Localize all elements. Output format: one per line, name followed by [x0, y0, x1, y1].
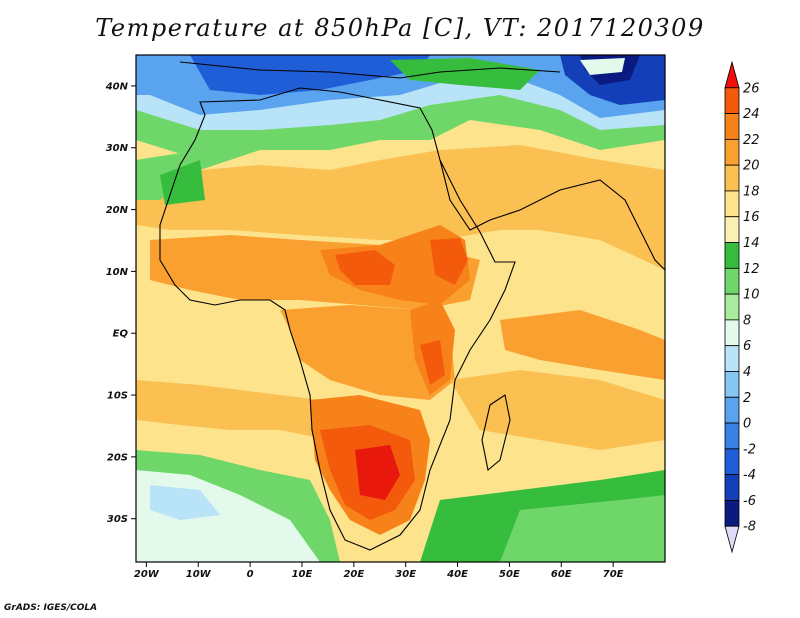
temperature-field	[136, 55, 665, 562]
field-botswana-core	[355, 445, 400, 500]
colorbar-swatch	[724, 216, 740, 243]
europe-coast	[179, 61, 561, 79]
colorbar-label: -6	[743, 494, 756, 509]
lon-tick-label: 30E	[395, 569, 416, 580]
colorbar-label: -4	[743, 468, 756, 483]
coastlines	[159, 61, 665, 551]
colorbar-swatch	[724, 242, 740, 269]
field-ethiopia-core	[430, 238, 468, 285]
colorbar-label: 6	[743, 339, 751, 354]
lat-tick-label: 20N	[106, 205, 129, 216]
lon-tick-label: 10E	[292, 569, 313, 580]
lat-tick-label: 20S	[107, 452, 128, 463]
colorbar-swatch	[724, 190, 740, 218]
field-morocco-green	[160, 160, 205, 205]
field-indian-warm	[450, 370, 665, 450]
colorbar-swatch	[724, 422, 740, 450]
lat-tick-label: 30N	[106, 143, 129, 154]
colorbar-swatch	[724, 525, 740, 554]
colorbar-label: 10	[743, 288, 760, 303]
lon-tick-label: 70E	[603, 569, 624, 580]
colorbar-swatch	[724, 60, 740, 89]
field-chad-core	[335, 250, 395, 285]
lat-axis: 40N 30N 20N 10N EQ 10S 20S 30S	[105, 81, 136, 525]
lon-tick-label: 40E	[446, 569, 468, 580]
colorbar-swatch	[724, 293, 740, 321]
colorbar-label: 0	[743, 417, 751, 432]
colorbar-label: 18	[743, 184, 760, 199]
map-frame	[135, 54, 666, 563]
colorbar-swatch	[724, 371, 740, 398]
colorbar-swatch	[724, 474, 740, 501]
africa-outline	[159, 87, 516, 551]
field-sahara	[136, 145, 665, 270]
chart-title: Temperature at 850hPa [C], VT: 201712030…	[95, 14, 705, 42]
lon-axis: 20W 10W 0 10E 20E 30E 40E 50E 60E 70E	[134, 562, 624, 580]
colorbar-swatch	[724, 267, 740, 295]
lon-tick-label: 20E	[343, 569, 364, 580]
lon-tick-label: 50E	[499, 569, 520, 580]
lat-tick-label: 30S	[107, 514, 128, 525]
lon-tick-label: 0	[247, 569, 254, 580]
colorbar-label: 2	[743, 391, 751, 406]
lat-tick-label: 10S	[107, 391, 128, 402]
colorbar-label: 4	[743, 365, 751, 380]
lon-tick-label: 10W	[186, 569, 212, 580]
lat-tick-label: 10N	[106, 267, 129, 278]
madagascar-outline	[481, 394, 511, 472]
lon-tick-label: 60E	[551, 569, 572, 580]
grads-credit: GrADS: IGES/COLA	[4, 603, 98, 613]
colorbar-swatch	[724, 396, 740, 424]
colorbar-label: 16	[743, 210, 760, 225]
colorbar-swatch	[724, 319, 740, 347]
field-pole-patch	[580, 58, 625, 75]
colorbar-label: 12	[743, 262, 760, 277]
lat-tick-label: 40N	[105, 81, 129, 92]
field-sw-blue	[150, 485, 220, 520]
field-rift-core	[420, 340, 445, 385]
field-indian-hot	[500, 310, 665, 380]
arabia-outline	[439, 159, 665, 271]
colorbar-label: -8	[743, 520, 756, 535]
colorbar-label: 26	[743, 81, 760, 96]
colorbar-swatch	[724, 138, 740, 166]
lon-tick-label: 20W	[134, 569, 160, 580]
colorbar-label: -2	[743, 442, 756, 457]
colorbar-swatch	[724, 448, 740, 476]
colorbar-label: 24	[743, 107, 760, 122]
colorbar-label: 14	[743, 236, 760, 251]
colorbar-swatch	[724, 87, 740, 114]
colorbar-label: 8	[743, 313, 751, 328]
colorbar-swatch	[724, 113, 740, 140]
colorbar-label: 20	[743, 159, 760, 174]
field-se-cool	[500, 495, 665, 562]
field-turkey-green	[390, 58, 540, 90]
field-congo	[280, 305, 455, 400]
field-mediterranean-cold	[190, 55, 430, 95]
colorbar-swatch	[724, 345, 740, 372]
colorbar-label: 22	[743, 133, 760, 148]
colorbar-swatch	[724, 164, 740, 192]
lat-tick-label: EQ	[113, 329, 129, 340]
field-atlantic-warm	[136, 380, 330, 440]
colorbar-swatch	[724, 500, 740, 527]
